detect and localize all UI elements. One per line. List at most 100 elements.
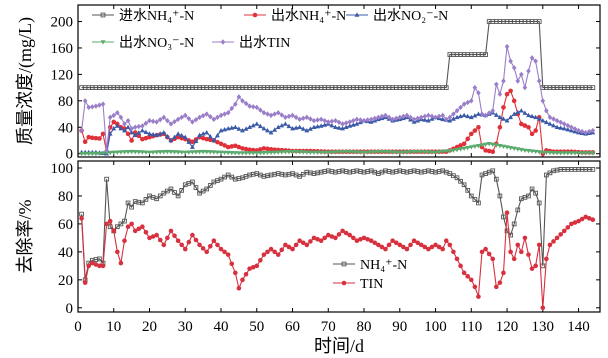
bottom-data-point-1: [90, 260, 95, 266]
top-data-point-4: [515, 78, 521, 84]
top-data-point-3: [590, 151, 596, 156]
bottom-data-point-1: [300, 240, 306, 246]
top-data-point-2: [354, 121, 360, 126]
bottom-data-point-1: [433, 242, 438, 248]
top-data-point-4: [100, 101, 106, 107]
top-data-point-4: [390, 116, 395, 123]
top-data-point-4: [443, 116, 449, 123]
bottom-data-point-0: [179, 188, 185, 193]
top-data-point-3: [200, 149, 206, 155]
top-data-point-2: [561, 125, 567, 131]
top-data-point-4: [569, 124, 574, 130]
bottom-data-point-1: [336, 232, 342, 237]
top-data-point-4: [247, 103, 252, 109]
xtick-label: 50: [249, 319, 264, 335]
top-data-point-3: [433, 150, 438, 155]
legend-label: 出水NO₃⁻-N: [119, 35, 194, 51]
bottom-data-point-1: [129, 221, 134, 227]
bottom-data-point-0: [490, 168, 496, 174]
top-series-line-3: [81, 143, 593, 155]
top-data-point-3: [150, 150, 156, 155]
top-data-point-4: [329, 118, 335, 125]
bottom-series-line-1: [81, 212, 594, 308]
top-data-point-2: [225, 125, 231, 131]
top-data-point-3: [340, 150, 345, 155]
top-data-point-4: [336, 119, 342, 126]
top-data-point-1: [229, 144, 235, 149]
top-data-point-4: [511, 65, 517, 71]
top-data-point-3: [293, 150, 299, 155]
top-data-point-2: [107, 131, 113, 136]
bottom-data-point-1: [511, 256, 517, 262]
top-data-point-4: [254, 104, 260, 111]
bottom-data-point-1: [225, 252, 231, 257]
bottom-data-point-1: [290, 246, 295, 252]
top-data-point-4: [483, 112, 488, 119]
bottom-data-point-1: [343, 230, 349, 236]
bottom-data-point-0: [533, 190, 538, 196]
bottom-data-point-1: [576, 218, 581, 224]
top-data-point-3: [318, 150, 324, 155]
top-data-point-2: [197, 132, 202, 137]
top-data-point-2: [193, 138, 199, 143]
top-data-point-2: [232, 124, 238, 130]
top-data-point-4: [293, 114, 299, 121]
top-data-point-2: [425, 118, 431, 123]
top-data-point-2: [139, 127, 145, 133]
bottom-data-point-1: [383, 246, 388, 252]
top-data-point-3: [225, 150, 231, 156]
top-ytick-label: 200: [51, 15, 74, 31]
top-data-point-1: [461, 141, 467, 147]
top-data-point-4: [215, 114, 220, 121]
top-data-point-2: [451, 116, 456, 121]
bottom-data-point-1: [318, 238, 324, 243]
top-data-point-3: [107, 150, 113, 156]
top-data-point-2: [272, 127, 278, 132]
top-data-point-3: [400, 150, 406, 155]
top-data-point-4: [576, 127, 581, 134]
top-data-point-4: [225, 110, 231, 116]
top-data-point-3: [343, 149, 349, 155]
top-data-point-4: [290, 112, 295, 119]
xtick-label: 30: [178, 319, 193, 335]
top-data-point-4: [551, 116, 556, 122]
top-data-point-1: [93, 135, 99, 141]
top-data-point-2: [554, 124, 560, 130]
xtick-label: 0: [74, 319, 82, 335]
top-data-point-4: [132, 124, 138, 130]
bottom-data-point-1: [365, 236, 370, 242]
top-data-point-1: [225, 144, 231, 150]
top-data-point-1: [529, 131, 535, 137]
top-data-point-4: [204, 111, 210, 117]
top-data-point-3: [386, 150, 392, 155]
bottom-data-point-1: [222, 249, 227, 255]
bottom-series-1: [79, 210, 596, 311]
xlabel: 时间/d: [314, 336, 364, 356]
top-data-point-2: [261, 125, 267, 131]
top-data-point-3: [122, 150, 127, 155]
bottom-data-point-0: [458, 178, 463, 184]
top-data-point-2: [300, 126, 306, 131]
top-data-point-2: [236, 126, 242, 131]
bottom-data-point-1: [93, 262, 99, 267]
top-data-point-0: [483, 52, 488, 57]
bottom-data-point-1: [197, 242, 202, 248]
top-data-point-3: [190, 150, 195, 155]
top-data-point-3: [197, 150, 202, 155]
top-data-point-4: [93, 103, 99, 109]
top-data-point-3: [272, 150, 278, 155]
top-data-point-3: [568, 151, 574, 156]
top-data-point-1: [511, 98, 517, 104]
top-data-point-2: [243, 126, 249, 131]
top-data-point-1: [143, 135, 149, 141]
top-data-point-3: [179, 150, 185, 155]
top-data-point-2: [343, 124, 349, 130]
top-data-point-3: [307, 150, 313, 155]
top-data-point-4: [433, 114, 438, 121]
bottom-data-point-1: [293, 242, 299, 248]
top-data-point-2: [265, 127, 270, 133]
top-data-point-3: [322, 150, 328, 155]
top-data-point-2: [493, 112, 499, 117]
top-data-point-4: [300, 115, 306, 122]
top-data-point-3: [104, 151, 110, 156]
